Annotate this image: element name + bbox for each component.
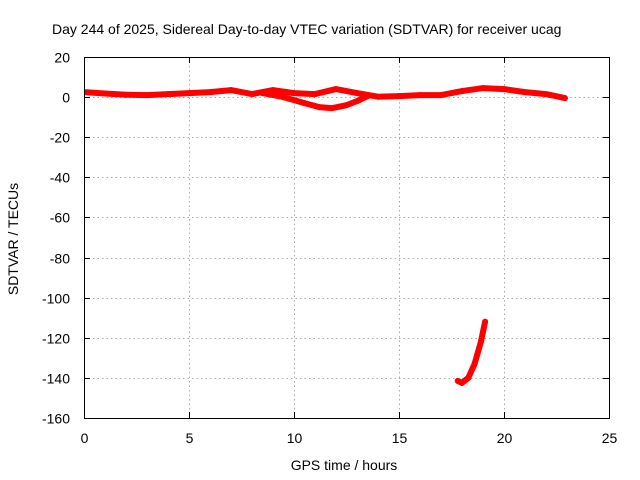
data-point bbox=[354, 98, 360, 105]
data-point bbox=[301, 100, 308, 107]
y-axis: -160 -140 -120 -100 -80 -60 -40 -20 0 20 bbox=[42, 50, 609, 427]
data-point bbox=[471, 360, 478, 367]
y-tick-label: -160 bbox=[42, 411, 70, 427]
series-layer bbox=[84, 85, 568, 386]
x-tick-label: 15 bbox=[392, 430, 408, 446]
series-main-track bbox=[84, 85, 568, 102]
data-point bbox=[482, 318, 489, 325]
plot-frame bbox=[84, 57, 610, 419]
data-point bbox=[375, 93, 381, 100]
chart-title: Day 244 of 2025, Sidereal Day-to-day VTE… bbox=[52, 21, 561, 37]
y-tick-label: 20 bbox=[54, 50, 70, 66]
y-axis-label: SDTVAR / TECUs bbox=[5, 183, 21, 295]
y-tick-label: -80 bbox=[50, 251, 70, 267]
data-point bbox=[123, 91, 129, 98]
y-tick-label: -20 bbox=[50, 130, 70, 146]
x-axis: 0 5 10 15 20 25 bbox=[81, 57, 618, 446]
data-point bbox=[312, 91, 318, 98]
data-point bbox=[333, 86, 339, 93]
data-point bbox=[364, 93, 371, 100]
data-point bbox=[328, 105, 335, 112]
y-tick-label: -40 bbox=[50, 170, 70, 186]
grid bbox=[84, 57, 609, 418]
data-point bbox=[417, 92, 423, 99]
data-point bbox=[228, 87, 234, 94]
data-point bbox=[270, 87, 276, 94]
data-point bbox=[316, 104, 323, 111]
data-point bbox=[259, 90, 266, 97]
data-point bbox=[396, 93, 402, 100]
data-point bbox=[291, 90, 297, 97]
x-tick-label: 20 bbox=[497, 430, 513, 446]
data-point bbox=[280, 94, 287, 101]
y-tick-label: -120 bbox=[42, 331, 70, 347]
data-point bbox=[522, 89, 528, 96]
data-point bbox=[249, 91, 255, 98]
x-tick-label: 0 bbox=[81, 430, 89, 446]
data-point bbox=[459, 88, 465, 95]
y-tick-label: -140 bbox=[42, 371, 70, 387]
data-point bbox=[144, 92, 150, 99]
data-point bbox=[354, 90, 360, 97]
data-point bbox=[186, 90, 192, 97]
x-axis-label: GPS time / hours bbox=[291, 457, 398, 473]
y-tick-label: -100 bbox=[42, 291, 70, 307]
data-point bbox=[465, 374, 472, 381]
data-point bbox=[477, 338, 484, 345]
x-tick-label: 10 bbox=[287, 430, 303, 446]
data-point bbox=[480, 85, 486, 92]
x-tick-label: 25 bbox=[602, 430, 618, 446]
x-tick-label: 5 bbox=[186, 430, 194, 446]
data-point bbox=[543, 91, 549, 98]
data-point bbox=[102, 90, 108, 97]
data-point bbox=[343, 102, 350, 109]
y-tick-label: 0 bbox=[62, 90, 70, 106]
data-point bbox=[561, 95, 568, 102]
series-low-segment bbox=[454, 318, 489, 386]
data-point bbox=[438, 92, 444, 99]
data-point bbox=[501, 86, 507, 93]
y-tick-label: -60 bbox=[50, 210, 70, 226]
data-point bbox=[459, 379, 465, 386]
data-point bbox=[207, 89, 213, 96]
data-point bbox=[165, 91, 171, 98]
